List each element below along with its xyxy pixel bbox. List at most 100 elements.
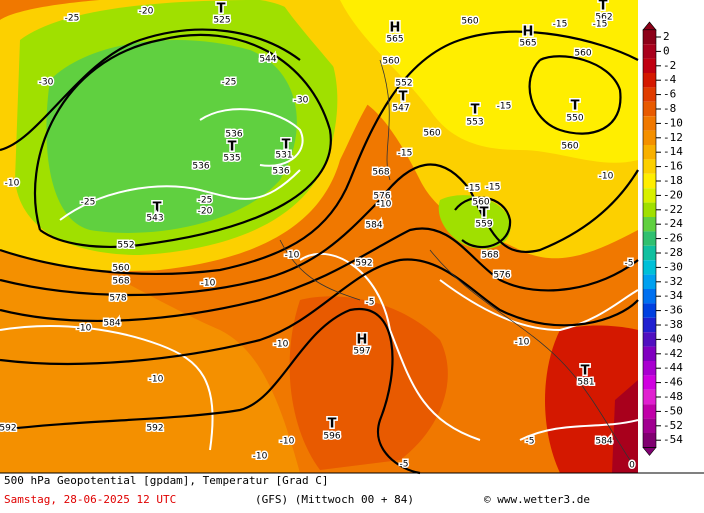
legend-swatch [643, 260, 656, 275]
contour-label: 581 [577, 378, 594, 388]
pressure-center: T [599, 0, 608, 14]
legend-label: 0 [663, 44, 670, 57]
footer-credit: © www.wetter3.de [484, 493, 590, 506]
contour-label: 592 [355, 259, 372, 269]
legend-label: -46 [663, 376, 683, 389]
contour-label: 536 [272, 167, 289, 177]
contour-label: -15 [466, 184, 481, 194]
pressure-center: T [328, 417, 337, 432]
pressure-center: T [480, 206, 489, 221]
legend-label: -40 [663, 332, 683, 345]
contour-label: 576 [493, 271, 510, 281]
contour-label: -10 [599, 172, 614, 182]
contour-label: 560 [423, 129, 440, 139]
contour-label: 559 [475, 220, 492, 230]
legend-swatch [643, 217, 656, 232]
legend-swatch [643, 375, 656, 390]
footer-date: Samstag, 28-06-2025 12 UTC [4, 493, 176, 506]
contour-label: 553 [466, 118, 483, 128]
pressure-center: H [390, 21, 401, 36]
legend-label: -36 [663, 304, 683, 317]
legend-swatch [643, 245, 656, 261]
contour-label: -25 [65, 14, 80, 24]
contour-label: -5 [400, 460, 409, 470]
contour-label: -5 [625, 259, 634, 269]
legend-swatch [643, 361, 656, 376]
legend-swatch [643, 173, 656, 189]
legend-label: -12 [663, 131, 683, 144]
pressure-center: T [571, 99, 580, 114]
legend-swatch [643, 29, 656, 45]
legend-swatch [643, 44, 656, 59]
contour-label: 535 [223, 154, 240, 164]
legend-label: -18 [663, 174, 683, 187]
contour-label: -10 [285, 251, 300, 261]
contour-label: 592 [146, 424, 163, 434]
legend-label: -44 [663, 361, 683, 374]
legend-swatch [643, 58, 656, 73]
contour-label: 568 [372, 168, 389, 178]
contour-label: -15 [593, 20, 608, 30]
contour-label: 550 [566, 114, 583, 124]
contour-label: 552 [395, 79, 412, 89]
contour-label: 560 [382, 57, 399, 67]
color-legend: 20 -2-4 -6-8-10 -12-14 -16-18-20 -22-24 -26-28… [642, 21, 683, 456]
contour-label: -10 [5, 179, 20, 189]
legend-label: -4 [663, 73, 677, 86]
legend-swatch [643, 332, 656, 347]
legend-swatch [643, 317, 656, 333]
contour-label: -10 [149, 375, 164, 385]
legend-swatch [643, 389, 656, 405]
contour-label: -10 [377, 200, 392, 210]
contour-label: -25 [198, 196, 213, 206]
contour-label: 578 [109, 294, 126, 304]
pressure-center: T [399, 90, 408, 105]
legend-label: -24 [663, 217, 683, 230]
pressure-center: T [153, 201, 162, 216]
contour-label: -20 [139, 7, 154, 17]
legend-swatch [643, 289, 656, 304]
legend-swatch [643, 116, 656, 131]
contour-label: -30 [294, 96, 309, 106]
legend-swatch [643, 418, 656, 433]
contour-label: -15 [398, 149, 413, 159]
legend-swatch [643, 73, 656, 88]
legend-label: -28 [663, 246, 683, 259]
contour-label: -15 [553, 20, 568, 30]
contour-label: 584 [103, 319, 120, 329]
contour-label: 0 [629, 461, 635, 471]
contour-label: -30 [39, 78, 54, 88]
legend-swatch [643, 433, 656, 448]
contour-label: 544 [259, 55, 276, 65]
contour-label: 560 [561, 142, 578, 152]
legend-label: -50 [663, 404, 683, 417]
contour-label: -5 [526, 437, 535, 447]
pressure-center: T [581, 364, 590, 379]
contour-label: 596 [323, 432, 340, 442]
contour-label: 560 [461, 17, 478, 27]
pressure-center: T [282, 138, 291, 153]
contour-label: 525 [213, 16, 230, 26]
pressure-center: T [471, 103, 480, 118]
legend-label: -32 [663, 275, 683, 288]
contour-label: -5 [366, 298, 375, 308]
legend-label: -14 [663, 145, 683, 158]
contour-label: 565 [519, 39, 536, 49]
contour-label: 560 [574, 49, 591, 59]
contour-label: 568 [112, 277, 129, 287]
contour-label: -25 [81, 198, 96, 208]
contour-label: 552 [117, 241, 134, 251]
legend-swatch [643, 346, 656, 361]
legend-label: -34 [663, 289, 683, 302]
legend-label: -8 [663, 102, 676, 115]
contour-label: 592 [0, 424, 17, 434]
legend-label: -30 [663, 260, 683, 273]
contour-label: 547 [392, 104, 409, 114]
contour-label: -15 [497, 102, 512, 112]
contour-label: 576 [373, 192, 390, 202]
contour-label: -25 [222, 78, 237, 88]
legend-arrow [642, 447, 657, 456]
legend-swatch [643, 404, 656, 419]
